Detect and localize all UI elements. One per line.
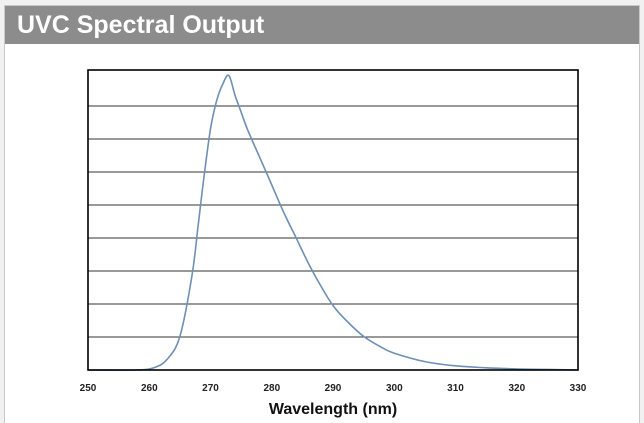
chart-title: UVC Spectral Output xyxy=(17,11,265,39)
chart-card: UVC Spectral Output xyxy=(4,5,640,423)
x-tick-label: 300 xyxy=(386,383,403,394)
x-tick-label: 320 xyxy=(508,383,525,394)
x-tick-label: 260 xyxy=(141,383,158,394)
x-tick-label: 280 xyxy=(263,383,280,394)
x-tick-labels: 250 260 270 280 290 300 310 320 330 xyxy=(80,383,587,394)
x-tick-label: 270 xyxy=(202,383,219,394)
x-tick-label: 290 xyxy=(325,383,342,394)
x-axis-label: Wavelength (nm) xyxy=(269,401,397,418)
x-tick-label: 250 xyxy=(80,383,97,394)
x-tick-label: 330 xyxy=(570,383,587,394)
grid-layer xyxy=(88,105,578,338)
x-tick-label: 310 xyxy=(447,383,464,394)
header-bar: UVC Spectral Output xyxy=(5,6,639,44)
spectrum-curve xyxy=(87,74,579,372)
plot-frame xyxy=(87,69,579,371)
